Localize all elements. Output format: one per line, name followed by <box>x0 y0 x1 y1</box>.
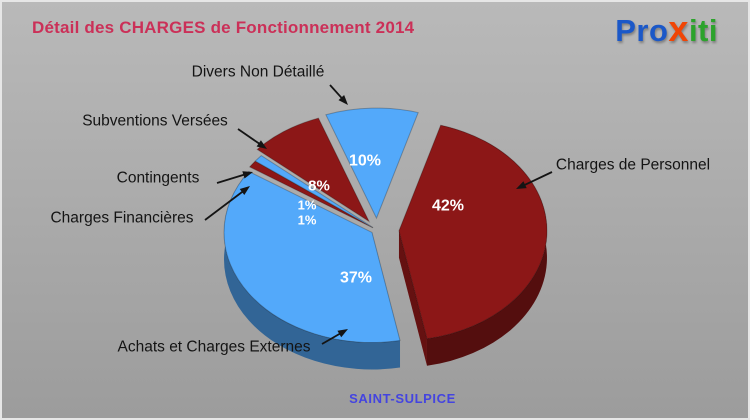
percent-label: 10% <box>349 153 381 170</box>
logo-part-x: x <box>668 8 689 49</box>
callout-line <box>204 189 245 221</box>
chart-title: Détail des CHARGES de Fonctionnement 201… <box>32 18 415 37</box>
callout-line <box>521 171 553 187</box>
pie-labels: 10% 42% 37% 1%1% 8% Divers Non Détaillé Subven… <box>50 64 710 356</box>
callout-line <box>216 173 247 184</box>
callout-arrow <box>239 186 250 196</box>
slice-callout-label: Achats et Charges Externes <box>118 339 311 356</box>
logo-part-iti: iti <box>688 13 718 48</box>
callout-arrow <box>338 95 348 105</box>
percent-label: 42% <box>432 198 464 215</box>
slice-callout-label: Contingents <box>117 170 200 187</box>
callout-line <box>321 331 343 345</box>
slice-callout-label: Divers Non Détaillé <box>192 64 325 81</box>
callout-arrow <box>256 140 267 149</box>
pie-slice-5 <box>256 117 371 223</box>
pie-slice-0 <box>325 107 419 220</box>
percent-label: 8% <box>308 178 330 195</box>
pie-slice-side <box>224 171 401 370</box>
percent-label: 1% <box>298 213 317 228</box>
pie-slice-cut-face <box>398 230 427 366</box>
slice-callout-label: Charges Financières <box>50 210 193 227</box>
logo-part-pro: Pro <box>615 13 669 48</box>
slice-callout-label: Subventions Versées <box>82 113 228 130</box>
pie-slice-3 <box>248 160 374 229</box>
pie-slice-1 <box>398 124 548 340</box>
percent-label: 37% <box>340 270 372 287</box>
callout-line <box>329 84 344 101</box>
callout-arrow <box>337 329 348 338</box>
municipality-label: SAINT-SULPICE <box>349 391 456 406</box>
callout-arrow <box>242 171 253 179</box>
callout-arrow <box>516 181 527 189</box>
callout-line <box>237 128 262 146</box>
pie-slices <box>223 107 548 343</box>
pie-slice-4 <box>254 154 374 229</box>
percent-label: 1% <box>298 198 317 213</box>
proxiti-logo: Proxiti <box>615 8 718 50</box>
slice-callout-label: Charges de Personnel <box>556 157 710 174</box>
